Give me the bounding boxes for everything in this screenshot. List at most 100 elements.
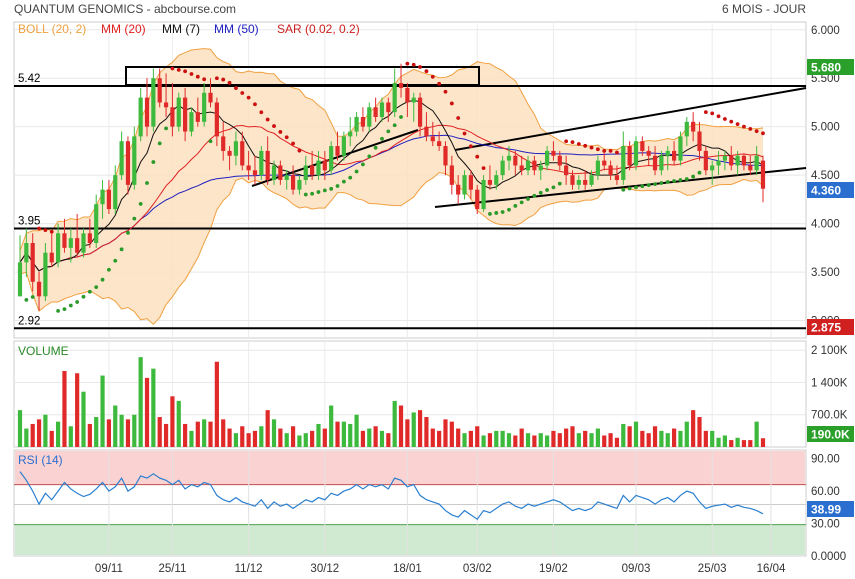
sar-dot bbox=[468, 144, 473, 149]
sar-dot bbox=[75, 300, 80, 304]
legend-item: SAR (0.02, 0.2) bbox=[277, 22, 360, 36]
sar-dot bbox=[214, 76, 219, 81]
ma7-line bbox=[19, 99, 764, 272]
candle-body bbox=[246, 165, 251, 171]
candle-body bbox=[678, 136, 683, 161]
sar-dot bbox=[557, 181, 562, 186]
volume-bar bbox=[583, 430, 588, 447]
candle-body bbox=[411, 97, 416, 103]
sar-dot bbox=[748, 127, 753, 131]
candle-body bbox=[227, 150, 232, 156]
sar-dot bbox=[519, 200, 524, 205]
candle-body bbox=[335, 146, 340, 156]
volume-bar bbox=[716, 437, 721, 447]
volume-bar bbox=[481, 435, 486, 447]
volume-bar bbox=[163, 423, 169, 447]
volume-bar bbox=[475, 426, 480, 447]
candle-body bbox=[710, 165, 715, 171]
volume-bar bbox=[443, 419, 448, 447]
x-axis-label: 25/03 bbox=[698, 563, 727, 575]
volume-bar bbox=[671, 428, 677, 447]
volume-bar bbox=[710, 430, 715, 447]
volume-bar bbox=[608, 433, 613, 447]
volume-bar bbox=[437, 430, 442, 447]
volume-bar bbox=[341, 421, 346, 447]
volume-bar bbox=[462, 433, 467, 447]
candle-body bbox=[367, 107, 372, 127]
candle-body bbox=[583, 180, 588, 185]
candle-body bbox=[544, 150, 550, 166]
sar-dot bbox=[176, 67, 181, 72]
legend-item: MM (50) bbox=[214, 22, 259, 36]
candle-body bbox=[354, 116, 359, 132]
volume-bar bbox=[233, 433, 239, 447]
volume-bar bbox=[557, 433, 562, 447]
sar-dot bbox=[640, 184, 645, 189]
volume-bar bbox=[49, 430, 54, 447]
sar-dot bbox=[43, 228, 48, 233]
volume-bar bbox=[659, 430, 664, 447]
sar-dot bbox=[240, 91, 245, 95]
sar-dot bbox=[449, 101, 454, 106]
volume-bar bbox=[106, 419, 112, 447]
sar-dot bbox=[703, 110, 708, 115]
sar-dot bbox=[107, 267, 111, 272]
sar-dot bbox=[443, 89, 448, 94]
rsi-overbought-zone bbox=[15, 451, 805, 485]
chart-title: QUANTUM GENOMICS - abcbourse.com bbox=[14, 2, 236, 16]
low-price-badge: 2.875 bbox=[811, 321, 841, 335]
volume-bar bbox=[424, 417, 429, 447]
sar-dot bbox=[81, 294, 86, 299]
resistance-zone bbox=[125, 66, 480, 86]
volume-bar bbox=[94, 417, 99, 447]
sar-dot bbox=[322, 188, 327, 193]
rsi-badge: 38.99 bbox=[811, 503, 841, 517]
sar-dot bbox=[126, 230, 130, 235]
volume-badge-bg bbox=[807, 426, 854, 442]
sar-dot bbox=[646, 183, 651, 188]
x-axis-label: 11/12 bbox=[235, 563, 263, 575]
volume-bar bbox=[354, 414, 359, 447]
candle-body bbox=[322, 160, 327, 171]
sar-dot bbox=[265, 117, 270, 122]
sar-dot bbox=[551, 185, 556, 190]
volume-bar bbox=[633, 421, 639, 447]
sar-dot bbox=[735, 122, 740, 127]
candle-body bbox=[195, 112, 200, 122]
candle-body bbox=[360, 116, 366, 127]
volume-bar bbox=[303, 433, 308, 447]
sar-dot bbox=[665, 180, 670, 184]
last-price-badge-bg bbox=[807, 182, 854, 198]
sar-dot bbox=[119, 247, 124, 252]
chart-period: 6 MOIS - JOUR bbox=[722, 2, 806, 16]
candle-body bbox=[303, 165, 308, 180]
candle-body bbox=[760, 160, 766, 189]
candle-body bbox=[729, 155, 734, 166]
volume-bar bbox=[322, 428, 327, 447]
sar-dot bbox=[424, 69, 429, 74]
sar-dot bbox=[297, 148, 302, 153]
candle-body bbox=[163, 102, 169, 108]
sar-dot bbox=[373, 145, 378, 150]
volume-bar bbox=[259, 426, 264, 447]
volume-bar bbox=[221, 419, 226, 447]
candle-body bbox=[138, 97, 143, 137]
sar-dot bbox=[284, 135, 289, 140]
sar-dot bbox=[475, 154, 480, 159]
rsi-axis-label: 0.0000 bbox=[811, 551, 846, 563]
volume-bar bbox=[525, 433, 531, 447]
volume-bar bbox=[614, 437, 620, 447]
candle-body bbox=[494, 175, 499, 185]
x-axis-label: 09/11 bbox=[95, 563, 123, 575]
volume-bar bbox=[62, 370, 67, 447]
bollinger-upper-line bbox=[19, 48, 764, 251]
candle-body bbox=[417, 97, 423, 127]
volume-bar bbox=[290, 426, 296, 447]
candle-body bbox=[468, 175, 473, 190]
sar-dot bbox=[361, 162, 365, 167]
volume-bar bbox=[132, 414, 137, 447]
candle-body bbox=[284, 175, 289, 180]
volume-bar bbox=[379, 430, 385, 447]
rsi-title: RSI (14) bbox=[18, 453, 63, 467]
